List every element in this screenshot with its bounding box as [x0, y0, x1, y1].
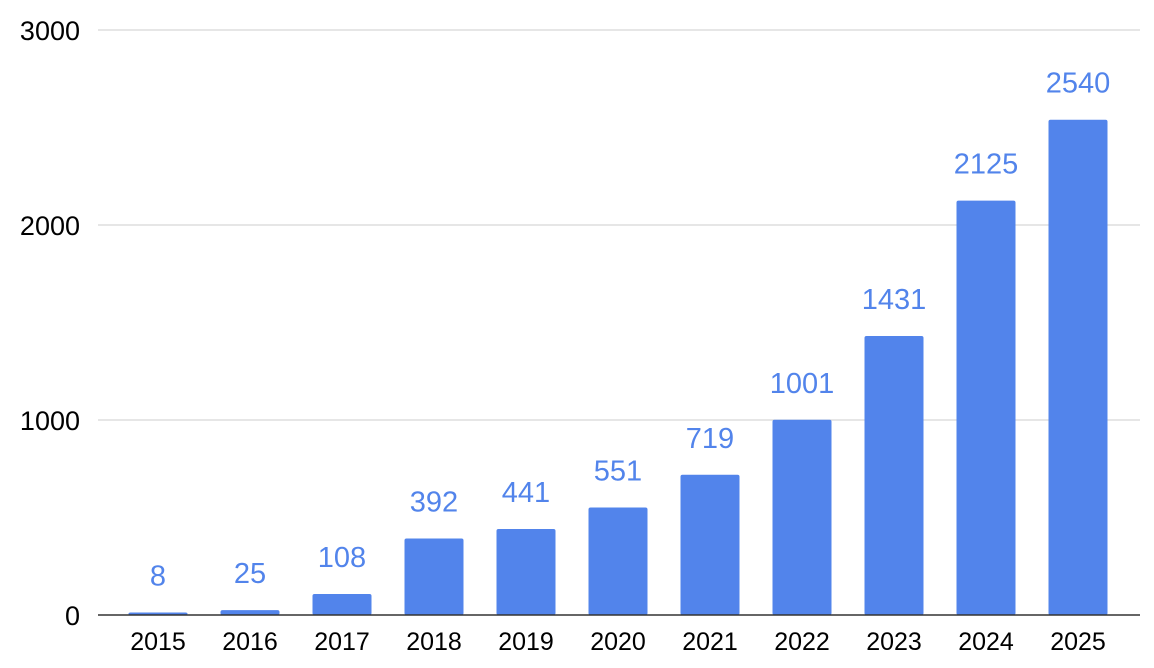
x-tick-label: 2021	[682, 628, 738, 656]
y-tick-label: 3000	[20, 16, 80, 46]
y-tick-label: 1000	[20, 406, 80, 436]
x-tick-label: 2019	[498, 628, 554, 656]
data-label-2021: 719	[686, 423, 734, 455]
x-tick-label: 2018	[406, 628, 462, 656]
bar-2017	[312, 593, 372, 615]
x-axis-tick-labels: 2015 2016 2017 2018 2019 2020 2021 2022 2023 2024…	[130, 628, 1106, 656]
data-label-2019: 441	[502, 477, 550, 509]
data-label-2017: 108	[318, 542, 366, 574]
bars	[128, 119, 1108, 615]
bar-2019	[496, 529, 556, 615]
data-labels: 8 25 108 392 441 551 719 1001 1431 2125 2540	[150, 68, 1110, 593]
bar-2020	[588, 507, 648, 615]
data-label-2023: 1431	[862, 284, 927, 316]
data-label-2022: 1001	[770, 368, 835, 400]
data-label-2025: 2540	[1046, 68, 1111, 100]
bar-2022	[772, 419, 832, 615]
bar-2016	[220, 610, 280, 615]
bar-2018	[404, 538, 464, 615]
x-tick-label: 2020	[590, 628, 646, 656]
data-label-2018: 392	[410, 487, 458, 519]
y-tick-label: 2000	[20, 211, 80, 241]
x-tick-label: 2017	[314, 628, 370, 656]
x-tick-label: 2024	[958, 628, 1014, 656]
x-tick-label: 2025	[1050, 628, 1106, 656]
bar-2025	[1048, 119, 1108, 615]
data-label-2016: 25	[234, 558, 266, 590]
bar-2024	[956, 200, 1016, 615]
data-label-2024: 2125	[954, 149, 1019, 181]
y-axis-tick-labels: 0 1000 2000 3000	[20, 16, 80, 631]
bar-2023	[864, 335, 924, 615]
data-label-2020: 551	[594, 456, 642, 488]
x-tick-label: 2022	[774, 628, 830, 656]
x-tick-label: 2016	[222, 628, 278, 656]
bar-2021	[680, 474, 740, 615]
x-tick-label: 2023	[866, 628, 922, 656]
y-tick-label: 0	[65, 601, 80, 631]
x-tick-label: 2015	[130, 628, 186, 656]
data-label-2015: 8	[150, 561, 166, 593]
